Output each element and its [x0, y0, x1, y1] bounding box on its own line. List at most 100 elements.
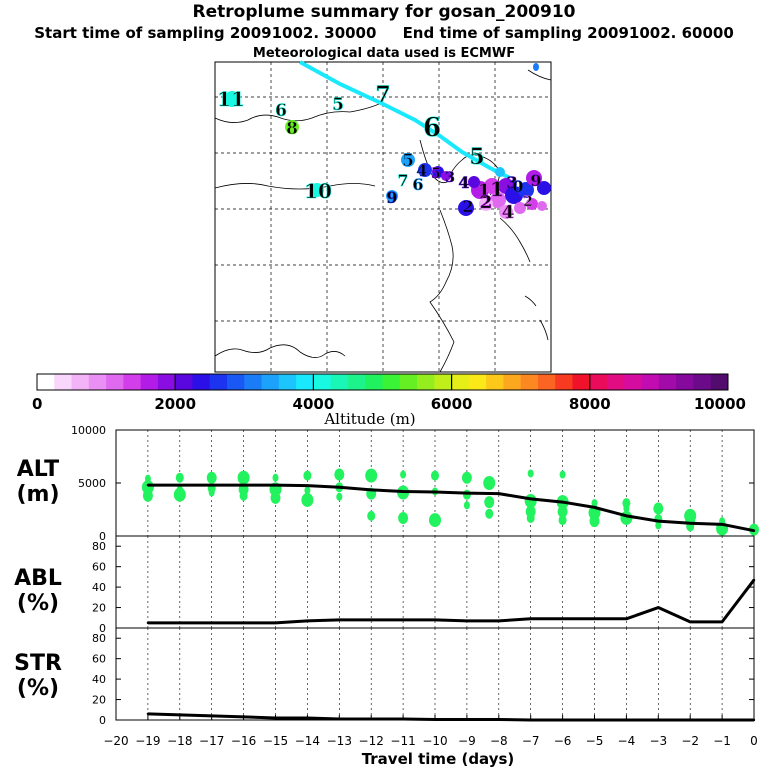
y-tick-label: 80 [92, 632, 106, 645]
alt-data-point [657, 519, 660, 523]
colorbar-swatch [175, 374, 193, 390]
trajectory-number-label: 11 [217, 87, 245, 111]
altitude-scatter-point [526, 512, 535, 523]
trajectory-number-label: 3 [445, 170, 455, 186]
colorbar-swatch [607, 374, 625, 390]
colorbar-swatch [399, 374, 418, 390]
x-tick-label: −19 [135, 734, 160, 748]
altitude-scatter-point [301, 492, 314, 507]
alt-label: ALT [17, 457, 59, 482]
abl-data-point [178, 621, 181, 625]
x-tick-label: −3 [649, 734, 667, 748]
colorbar-swatch [244, 374, 263, 390]
altitude-scatter-point [623, 504, 630, 513]
y-tick-label: 0 [99, 622, 106, 635]
alt-data-point [529, 497, 532, 501]
colorbar-swatch [434, 374, 453, 390]
altitude-scatter-point [206, 471, 217, 484]
alt-data-point [242, 483, 245, 487]
altitude-scatter-point [303, 470, 312, 481]
colorbar-tick-label: 2000 [154, 395, 196, 413]
abl-data-point [529, 617, 532, 620]
trajectory-number-label: 5 [332, 95, 344, 115]
altitude-scatter-point [175, 472, 184, 483]
end-time-label: End time of sampling 20091002. 60000 [402, 24, 734, 42]
colorbar-swatch [227, 374, 245, 390]
altitude-scatter-point [237, 470, 250, 485]
abl-data-point [370, 618, 373, 622]
colorbar-swatch [123, 374, 142, 390]
alt-panel: 0 5000 10000 [71, 424, 759, 543]
str-unit: (%) [17, 676, 59, 701]
colorbar-tick-label: 4000 [293, 395, 335, 413]
alt-data-point [338, 486, 341, 489]
altitude-scatter-point [304, 486, 311, 495]
trajectory-number-label: 4 [416, 161, 427, 180]
x-tick-label: −18 [167, 734, 192, 748]
x-tick-label: −7 [522, 734, 540, 748]
x-tick-label: −15 [263, 734, 288, 748]
altitude-scatter-point [461, 471, 472, 484]
x-tick-label: −4 [618, 734, 636, 748]
x-tick-label: −16 [231, 734, 256, 748]
abl-data-point [433, 618, 437, 622]
x-tick-label: −6 [554, 734, 572, 748]
altitude-scatter-point [367, 510, 376, 521]
altitude-scatter-point [463, 501, 470, 510]
x-tick-label: −9 [458, 734, 476, 748]
colorbar-tick-label: 10000 [694, 395, 746, 413]
colorbar-swatch [624, 374, 643, 390]
altitude-scatter-point [483, 476, 496, 490]
colorbar-swatch [572, 374, 591, 390]
trajectory-number-label: 2 [480, 192, 493, 213]
altitude-scatter-point [336, 492, 343, 501]
y-tick-label: 40 [92, 581, 106, 594]
abl-data-point [593, 617, 596, 620]
abl-label: ABL [14, 566, 62, 591]
abl-data-point [401, 618, 405, 622]
trajectory-number-label: 9 [530, 171, 541, 190]
colorbar-swatch [486, 374, 504, 390]
alt-unit: (m) [16, 482, 59, 507]
trajectory-number-label: 5 [402, 151, 414, 171]
colorbar-swatch [192, 374, 211, 390]
str-data-point [178, 713, 181, 717]
trajectory-number-label: 7 [375, 82, 390, 108]
x-tick-label: −13 [327, 734, 352, 748]
abl-data-point [306, 619, 309, 623]
colorbar-swatch [710, 374, 729, 390]
abl-data-point [465, 619, 469, 623]
alt-series-line [147, 483, 755, 533]
trajectory-number-label: 10 [304, 179, 332, 203]
alt-data-point [274, 483, 277, 487]
alt-data-point [497, 492, 500, 495]
altitude-scatter-point [400, 470, 407, 479]
y-tick-label: 0 [99, 530, 106, 543]
trajectory-number-label: 2 [523, 194, 533, 210]
altitude-scatter-point [270, 491, 281, 504]
x-tick-label: −17 [199, 734, 224, 748]
trajectory-number-label: 5 [431, 166, 441, 182]
colorbar-swatch [71, 374, 90, 390]
alt-data-point [752, 529, 756, 532]
trajectory-number-label: 1 [477, 179, 491, 203]
colorbar-swatch [417, 374, 435, 390]
x-tick-label: 0 [750, 734, 758, 748]
alt-data-point [401, 490, 405, 493]
colorbar-swatch [37, 374, 55, 390]
trajectory-number-label: 7 [397, 171, 408, 190]
x-tick-label: −2 [681, 734, 699, 748]
abl-data-point [689, 620, 692, 624]
colorbar-swatch [261, 374, 280, 390]
y-tick-label: 60 [92, 653, 106, 666]
trajectory-number-label: 4 [458, 173, 469, 192]
altitude-scatter-point [431, 470, 439, 481]
trajectory-number-label: 2 [462, 197, 473, 216]
abl-data-point [146, 621, 150, 625]
met-data-label: Meteorological data used is ECMWF [252, 46, 516, 61]
colorbar-swatch [451, 374, 470, 390]
altitude-scatter-point [558, 515, 567, 526]
